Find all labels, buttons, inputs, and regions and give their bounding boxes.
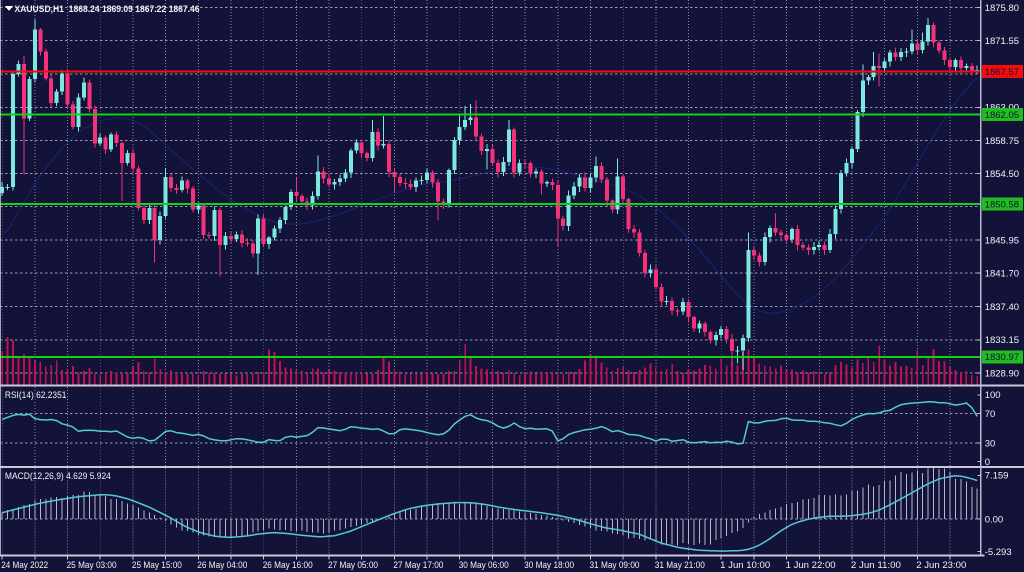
svg-text:1841.70: 1841.70 — [985, 269, 1019, 280]
svg-text:MACD(12,26,9) 4.629 5.924: MACD(12,26,9) 4.629 5.924 — [5, 471, 111, 481]
svg-text:25 May 03:00: 25 May 03:00 — [67, 560, 117, 570]
svg-text:26 May 04:00: 26 May 04:00 — [197, 560, 247, 570]
svg-text:70: 70 — [985, 409, 996, 420]
svg-text:1867.57: 1867.57 — [985, 67, 1019, 78]
svg-text:1862.05: 1862.05 — [985, 110, 1019, 121]
svg-text:100: 100 — [985, 390, 1001, 401]
svg-text:31 May 21:00: 31 May 21:00 — [655, 560, 705, 570]
svg-text:25 May 15:00: 25 May 15:00 — [132, 560, 182, 570]
svg-text:26 May 16:00: 26 May 16:00 — [263, 560, 313, 570]
svg-text:1875.80: 1875.80 — [985, 3, 1019, 14]
svg-text:1854.50: 1854.50 — [985, 169, 1019, 180]
svg-text:1 Jun 22:00: 1 Jun 22:00 — [786, 560, 836, 570]
svg-text:0.00: 0.00 — [985, 515, 1004, 526]
svg-text:7.159: 7.159 — [985, 471, 1009, 482]
svg-text:1871.55: 1871.55 — [985, 36, 1019, 47]
svg-text:24 May 2022: 24 May 2022 — [1, 560, 48, 570]
svg-text:1830.97: 1830.97 — [985, 352, 1019, 363]
svg-text:2 Jun 23:00: 2 Jun 23:00 — [916, 560, 966, 570]
svg-text:1 Jun 10:00: 1 Jun 10:00 — [720, 560, 770, 570]
svg-text:1837.40: 1837.40 — [985, 302, 1019, 313]
svg-text:1858.75: 1858.75 — [985, 136, 1019, 147]
svg-text:27 May 17:00: 27 May 17:00 — [393, 560, 443, 570]
svg-text:1833.15: 1833.15 — [985, 335, 1019, 346]
svg-text:27 May 05:00: 27 May 05:00 — [328, 560, 378, 570]
svg-text:0: 0 — [985, 457, 990, 468]
svg-text:30 May 18:00: 30 May 18:00 — [524, 560, 574, 570]
svg-text:1845.95: 1845.95 — [985, 236, 1019, 247]
svg-text:31 May 09:00: 31 May 09:00 — [590, 560, 640, 570]
svg-text:2 Jun 11:00: 2 Jun 11:00 — [851, 560, 901, 570]
svg-text:30: 30 — [985, 438, 996, 449]
svg-text:30 May 06:00: 30 May 06:00 — [459, 560, 509, 570]
svg-text:RSI(14) 62.2351: RSI(14) 62.2351 — [5, 390, 67, 400]
svg-text:XAUUSD,H1 1868.24 1869.09 186: XAUUSD,H1 1868.24 1869.09 1867.22 1867.4… — [15, 4, 200, 14]
svg-text:1828.90: 1828.90 — [985, 368, 1019, 379]
svg-text:1850.58: 1850.58 — [985, 200, 1019, 211]
svg-text:-5.293: -5.293 — [985, 547, 1012, 558]
